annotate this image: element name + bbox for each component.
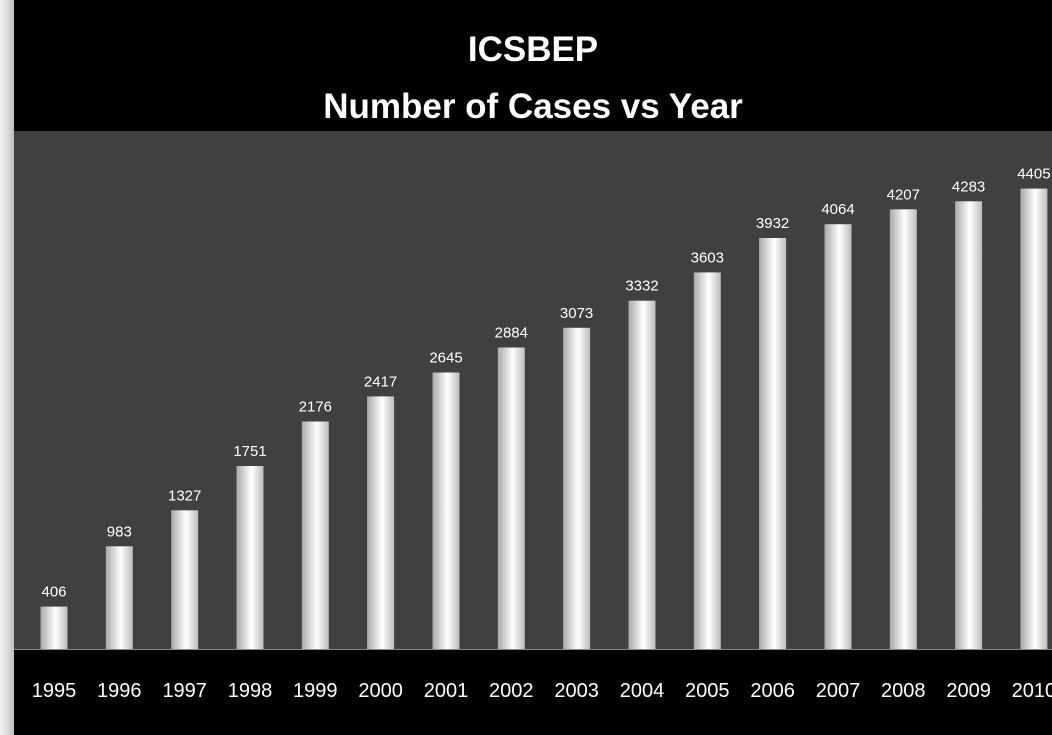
chart-title-line-1: ICSBEP [467,30,599,69]
bar-2004 [628,300,656,649]
value-label-2005: 3603 [691,249,724,266]
value-label-2004: 3332 [625,278,658,295]
x-tick-labels-group: 1995 1996 1997 1998 1999 2000 2001 2002 2003 2004… [32,680,1052,702]
value-label-1996: 983 [107,523,132,540]
value-label-1997: 1327 [168,487,201,504]
bar-2007 [824,224,852,649]
bar-2009 [955,201,983,650]
x-tick-label-1996: 1996 [97,680,142,702]
chart-title-line-2: Number of Cases vs Year [323,87,743,126]
value-label-2000: 2417 [364,373,397,390]
x-tick-label-1999: 1999 [293,680,338,702]
bar-chart: 406 983 1327 1751 2176 2417 2645 2884 3073 3332 36… [14,131,1052,702]
x-tick-label-1995: 1995 [32,680,77,702]
x-tick-label-1997: 1997 [162,680,207,702]
x-tick-label-2004: 2004 [620,680,665,702]
chart-frame: ICSBEP Number of Cases vs Year 406 983 132… [14,5,1052,735]
bar-1995 [40,606,68,649]
x-tick-label-2008: 2008 [881,680,926,702]
bar-2005 [693,272,721,649]
value-label-2009: 4283 [952,178,985,195]
bar-1997 [171,510,199,649]
value-label-2003: 3073 [560,305,593,322]
value-label-2001: 2645 [429,350,462,367]
bar-2008 [889,209,917,650]
bar-1996 [105,546,133,649]
value-label-2008: 4207 [887,186,920,203]
bar-2003 [563,327,591,649]
value-label-2010: 4405 [1017,166,1050,183]
x-tick-label-2003: 2003 [554,680,599,702]
x-tick-label-2009: 2009 [946,680,991,702]
x-tick-label-1998: 1998 [228,680,273,702]
x-tick-label-2006: 2006 [750,680,795,702]
bar-2010 [1020,188,1048,649]
value-label-2007: 4064 [821,201,854,218]
bar-1999 [301,421,329,649]
x-tick-label-2001: 2001 [424,680,469,702]
value-label-1995: 406 [41,584,66,601]
chart-title: ICSBEP Number of Cases vs Year [14,5,1052,131]
value-label-2006: 3932 [756,215,789,232]
bar-2002 [497,347,525,649]
bar-2000 [367,396,395,649]
value-labels-group: 406 983 1327 1751 2176 2417 2645 2884 3073 3332 36… [41,166,1050,601]
bar-2006 [759,238,787,649]
bar-1998 [236,466,264,649]
value-label-2002: 2884 [495,325,528,342]
value-label-1999: 2176 [299,399,332,416]
x-tick-label-2007: 2007 [816,680,861,702]
x-tick-label-2005: 2005 [685,680,730,702]
x-tick-label-2010: 2010 [1012,680,1052,702]
x-tick-label-2000: 2000 [358,680,403,702]
value-label-1998: 1751 [233,443,266,460]
bar-2001 [432,372,460,649]
x-tick-label-2002: 2002 [489,680,534,702]
bars-group [40,188,1048,650]
